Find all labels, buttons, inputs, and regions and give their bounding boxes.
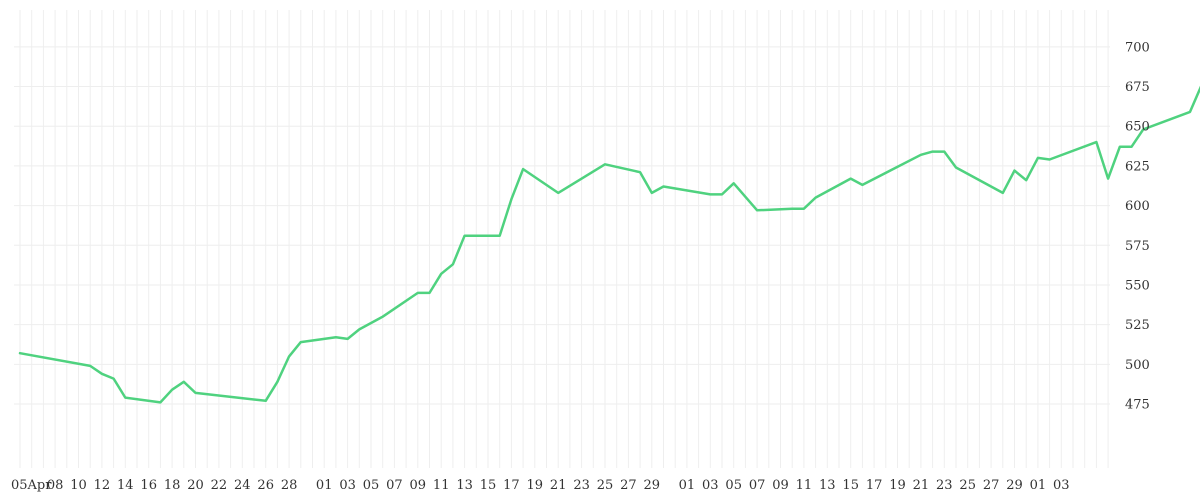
x-tick-label: 21 (550, 478, 567, 493)
y-tick-label: 475 (1125, 398, 1150, 413)
x-tick-label: 23 (936, 478, 953, 493)
x-tick-label: 19 (527, 478, 544, 493)
x-tick-label: 12 (94, 478, 111, 493)
x-tick-label: 20 (187, 478, 204, 493)
x-tick-label: 03 (339, 478, 356, 493)
y-tick-label: 525 (1125, 318, 1150, 333)
x-tick-label: 17 (503, 478, 520, 493)
x-tick-label: 29 (1006, 478, 1023, 493)
x-tick-label: 05 (363, 478, 380, 493)
x-tick-label: 29 (644, 478, 661, 493)
x-tick-label: 03 (702, 478, 719, 493)
x-tick-label: 13 (456, 478, 473, 493)
x-tick-label: 19 (889, 478, 906, 493)
y-tick-label: 650 (1125, 120, 1150, 135)
x-tick-label: 17 (866, 478, 883, 493)
x-tick-label: 22 (211, 478, 228, 493)
x-tick-label: 09 (410, 478, 427, 493)
x-tick-label: 15 (842, 478, 859, 493)
series-line (18, 85, 1200, 404)
x-tick-label: 05 (725, 478, 742, 493)
y-tick-label: 675 (1125, 80, 1150, 95)
y-axis: 475 500 525 550 575 600 625 650 675 700 (1125, 40, 1150, 412)
x-tick-label: 05Apr (11, 478, 52, 493)
x-tick-label: 08 (47, 478, 64, 493)
x-tick-label: 23 (573, 478, 590, 493)
x-tick-label: 25 (597, 478, 614, 493)
series-layer (18, 85, 1200, 404)
y-tick-label: 625 (1125, 159, 1150, 174)
x-tick-label: 01 (679, 478, 696, 493)
x-tick-label: 07 (749, 478, 766, 493)
x-tick-label: 15 (480, 478, 497, 493)
x-tick-label: 21 (913, 478, 930, 493)
x-tick-label: 28 (281, 478, 298, 493)
x-tick-label: 25 (959, 478, 976, 493)
y-tick-label: 700 (1125, 40, 1150, 55)
x-tick-label: 07 (386, 478, 403, 493)
x-tick-label: 03 (1053, 478, 1070, 493)
x-tick-label: 01 (316, 478, 333, 493)
x-tick-label: 18 (164, 478, 181, 493)
x-tick-label: 14 (117, 478, 134, 493)
x-tick-label: 16 (140, 478, 157, 493)
x-tick-label: 10 (70, 478, 87, 493)
grid (14, 10, 1110, 468)
y-tick-label: 575 (1125, 239, 1150, 254)
x-tick-label: 11 (433, 478, 450, 493)
x-tick-label: 09 (772, 478, 789, 493)
x-tick-label: 27 (620, 478, 637, 493)
x-tick-label: 26 (257, 478, 274, 493)
y-tick-label: 600 (1125, 199, 1150, 214)
y-tick-label: 500 (1125, 358, 1150, 373)
x-tick-label: 24 (234, 478, 251, 493)
x-tick-label: 13 (819, 478, 836, 493)
x-tick-label: 27 (983, 478, 1000, 493)
y-tick-label: 550 (1125, 278, 1150, 293)
x-tick-label: 01 (1030, 478, 1047, 493)
x-tick-label: 11 (796, 478, 813, 493)
